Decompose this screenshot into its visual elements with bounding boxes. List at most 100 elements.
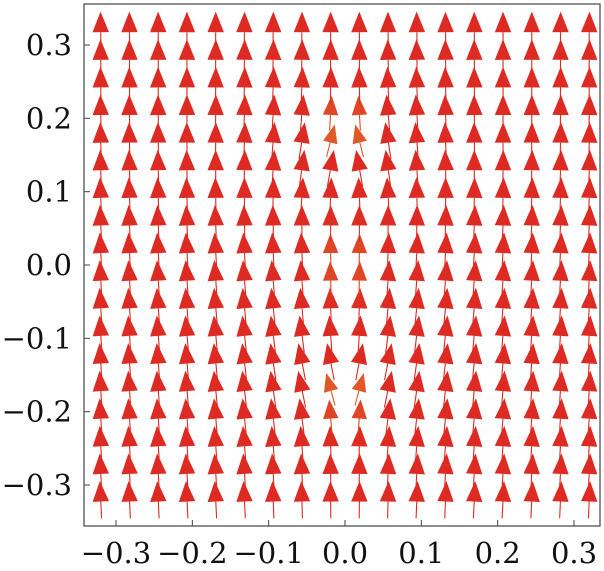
field-arrow [580, 342, 598, 381]
field-arrow [207, 287, 225, 326]
field-arrow [351, 205, 368, 243]
field-arrow [236, 481, 253, 519]
field-arrow [293, 204, 311, 243]
field-arrow [150, 453, 167, 491]
field-arrow [494, 11, 512, 50]
field-arrow [92, 370, 110, 408]
field-arrow [293, 232, 311, 270]
field-arrow [121, 315, 138, 353]
field-arrow [322, 261, 339, 297]
field-arrow [293, 453, 311, 491]
field-arrow [523, 39, 541, 77]
field-arrow [178, 287, 196, 326]
field-arrow [351, 315, 368, 353]
y-tick-label: 0.2 [26, 101, 72, 135]
x-tick-label: 0.2 [475, 536, 521, 570]
field-arrow [552, 11, 569, 50]
field-arrow [352, 124, 367, 158]
field-arrow [322, 177, 339, 215]
field-arrow [92, 122, 109, 160]
field-arrow [466, 177, 483, 215]
field-arrow [379, 66, 397, 105]
field-arrow [265, 232, 282, 270]
field-arrow [150, 122, 167, 160]
field-arrow [293, 149, 310, 187]
field-arrow [236, 122, 253, 160]
field-arrow [92, 66, 109, 105]
field-arrow [580, 453, 598, 491]
field-arrow [322, 233, 339, 269]
field-arrow [580, 287, 598, 326]
field-arrow [121, 481, 138, 519]
field-arrow [293, 39, 311, 77]
field-arrow [552, 66, 569, 105]
field-arrow [121, 204, 138, 243]
field-arrow [92, 425, 110, 464]
field-arrow [178, 39, 196, 77]
field-arrow [494, 149, 512, 188]
field-arrow [207, 122, 224, 160]
y-tick-label: −0.3 [2, 468, 72, 502]
field-arrow [265, 315, 282, 353]
field-arrow [437, 481, 454, 519]
y-tick-label: −0.2 [2, 395, 72, 429]
field-arrow [293, 122, 310, 160]
field-arrow [236, 287, 253, 326]
field-arrow [150, 315, 167, 353]
field-arrow [437, 425, 454, 464]
field-arrow [379, 425, 397, 464]
field-arrow [207, 66, 224, 105]
field-arrow [523, 177, 540, 215]
field-arrow [408, 11, 426, 50]
field-arrow [207, 260, 225, 298]
field-arrow [523, 260, 540, 298]
field-arrow [408, 315, 425, 353]
field-arrow [236, 260, 253, 298]
field-arrow [580, 481, 598, 519]
x-tick-label: −0.3 [81, 536, 151, 570]
field-arrow [293, 94, 310, 132]
field-arrow [466, 232, 483, 270]
field-arrow [92, 149, 110, 188]
field-arrow [494, 398, 512, 436]
y-tick-label: 0.3 [26, 28, 72, 62]
field-arrow [178, 66, 196, 105]
field-arrow [351, 66, 368, 105]
field-arrow [264, 39, 282, 77]
field-arrow [523, 425, 540, 464]
x-tick-label: −0.2 [157, 536, 227, 570]
field-arrow [207, 94, 224, 132]
field-arrow [351, 453, 368, 491]
field-arrow [466, 122, 483, 160]
field-arrow [523, 453, 540, 491]
field-arrow [121, 11, 138, 50]
field-arrow [150, 66, 167, 105]
field-arrow [150, 398, 167, 436]
field-arrow [380, 149, 397, 187]
x-tick-label: 0.3 [551, 536, 597, 570]
field-arrow [523, 232, 540, 270]
field-arrow [408, 260, 425, 298]
field-arrow [264, 204, 282, 243]
field-arrow [350, 343, 368, 381]
field-arrow [207, 177, 224, 215]
field-arrow [552, 232, 569, 270]
field-arrow [150, 260, 167, 298]
field-arrow [494, 315, 512, 353]
field-arrow [379, 370, 396, 408]
field-arrow [494, 453, 512, 491]
field-arrow [150, 204, 167, 243]
field-arrow [552, 453, 569, 491]
field-arrow [264, 177, 282, 215]
field-arrow [236, 315, 253, 353]
field-arrow [466, 453, 483, 491]
field-arrow [207, 370, 225, 408]
field-arrow [264, 11, 282, 50]
field-arrow [207, 149, 224, 188]
field-arrow [150, 287, 167, 326]
field-arrow [466, 11, 483, 50]
field-arrow [437, 11, 454, 50]
field-arrow [437, 122, 454, 160]
field-arrow [207, 39, 224, 77]
field-arrow [465, 343, 483, 381]
